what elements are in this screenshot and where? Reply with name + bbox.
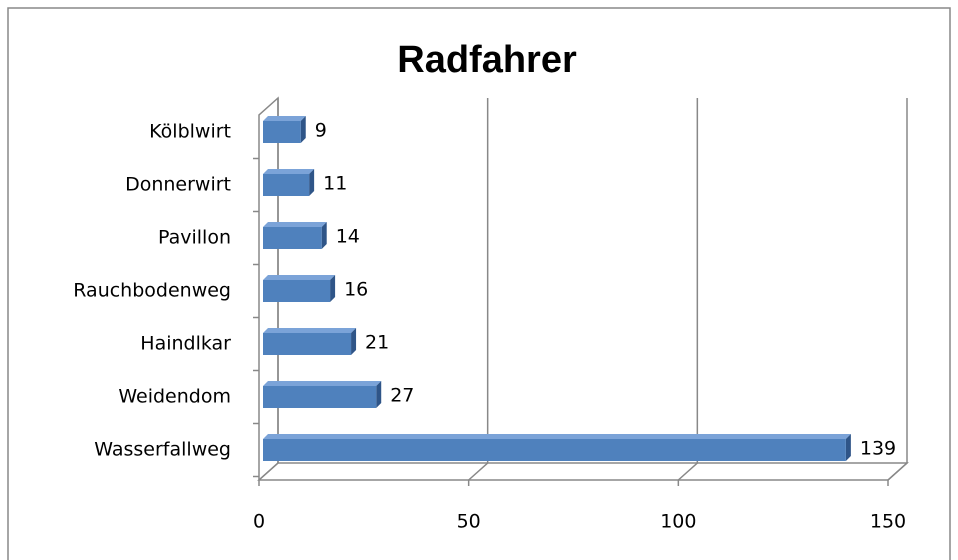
bar-face — [321, 222, 327, 249]
bar-face — [263, 169, 315, 174]
bar — [263, 222, 327, 249]
bar — [263, 275, 336, 302]
grid-line — [887, 98, 908, 481]
x-tick-label: 100 — [660, 511, 696, 533]
value-label: 14 — [336, 226, 360, 248]
bar — [263, 381, 382, 408]
bar-face — [263, 434, 851, 439]
grid-line — [258, 98, 279, 481]
y-tick-label: Donnerwirt — [125, 174, 231, 196]
bar-face — [263, 275, 336, 280]
chart-frame — [7, 7, 951, 560]
bar-face — [263, 174, 310, 196]
grid-line — [468, 98, 489, 481]
bar-face — [263, 121, 301, 143]
bar-face — [263, 381, 382, 386]
value-label: 139 — [860, 438, 896, 460]
x-tick-label: 150 — [870, 511, 906, 533]
bar-face — [263, 328, 357, 333]
y-tick-label: Weidendom — [118, 386, 231, 408]
value-label: 16 — [344, 279, 368, 301]
y-tick-label: Pavillon — [158, 227, 231, 249]
y-tick-label: Kölblwirt — [149, 121, 231, 143]
bar-face — [309, 169, 315, 196]
x-tick-label: 0 — [253, 511, 265, 533]
bar-face — [330, 275, 336, 302]
bar-face — [263, 280, 331, 302]
y-tick-label: Haindlkar — [140, 333, 231, 355]
x-tick-label: 50 — [457, 511, 481, 533]
value-label: 11 — [323, 173, 347, 195]
value-label: 9 — [315, 120, 327, 142]
bar-face — [351, 328, 357, 355]
value-label: 27 — [390, 385, 414, 407]
bar — [263, 116, 306, 143]
chart-title: Radfahrer — [397, 39, 577, 81]
bar — [263, 169, 315, 196]
bar-face — [376, 381, 382, 408]
bar-face — [263, 227, 322, 249]
bar-face — [263, 333, 352, 355]
bar — [263, 328, 357, 355]
bar-face — [263, 116, 306, 121]
y-tick-label: Wasserfallweg — [94, 439, 231, 461]
y-tick-label: Rauchbodenweg — [73, 280, 231, 302]
bar-face — [300, 116, 306, 143]
bar — [263, 434, 851, 461]
bar-face — [263, 386, 377, 408]
bar-face — [263, 439, 846, 461]
bar-face — [263, 222, 327, 227]
grid-line — [677, 98, 699, 481]
bar-face — [845, 434, 851, 461]
value-label: 21 — [365, 332, 389, 354]
